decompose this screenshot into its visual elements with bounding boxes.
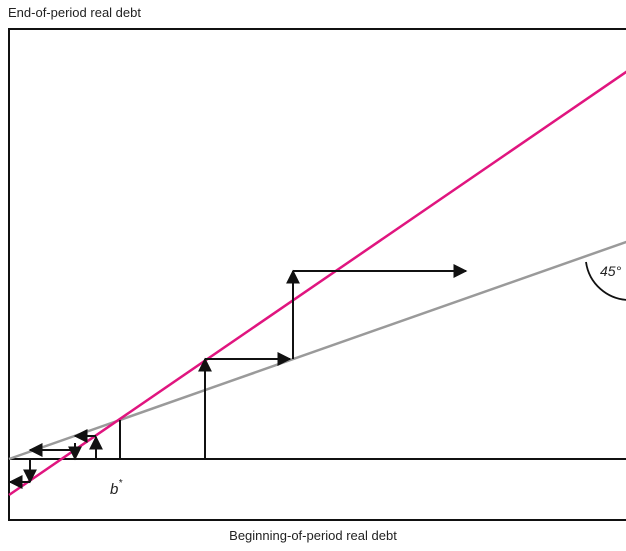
convergent-path: [8, 429, 103, 489]
diagonal-line: [8, 240, 626, 461]
x-axis-label: Beginning-of-period real debt: [229, 528, 397, 543]
steep-line: [8, 70, 626, 497]
y-axis-label: End-of-period real debt: [8, 5, 141, 20]
equilibrium-label: b*: [110, 478, 123, 498]
angle-label: 45°: [600, 263, 622, 279]
divergent-path: [198, 264, 468, 459]
angle-arc: [585, 261, 626, 301]
plot-frame: [8, 28, 626, 521]
